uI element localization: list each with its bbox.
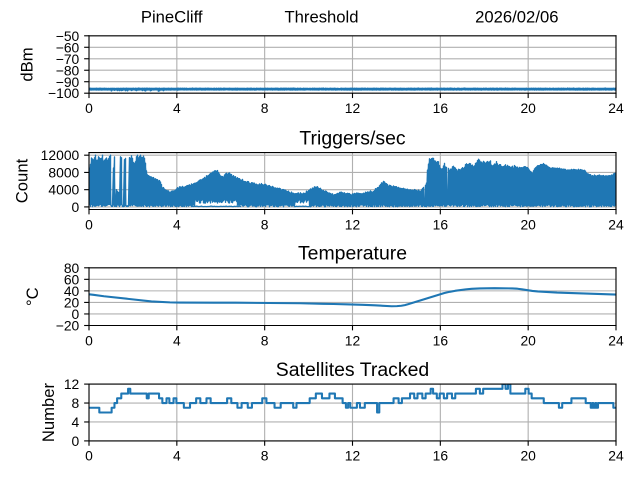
svg-text:0: 0: [72, 199, 80, 215]
svg-text:12: 12: [345, 332, 361, 348]
svg-text:20: 20: [520, 100, 536, 116]
svg-text:20: 20: [64, 294, 80, 310]
svg-text:60: 60: [64, 271, 80, 287]
svg-text:0: 0: [72, 306, 80, 322]
svg-text:8: 8: [261, 448, 269, 464]
svg-text:Count: Count: [13, 158, 32, 203]
svg-text:−90: −90: [56, 74, 80, 90]
svg-text:24: 24: [608, 216, 624, 232]
svg-text:24: 24: [608, 332, 624, 348]
svg-text:−50: −50: [56, 28, 80, 44]
svg-text:8: 8: [261, 332, 269, 348]
svg-text:PineCliff: PineCliff: [141, 8, 203, 27]
svg-text:−70: −70: [56, 51, 80, 67]
svg-text:12: 12: [345, 100, 361, 116]
svg-text:12: 12: [345, 448, 361, 464]
svg-text:20: 20: [520, 448, 536, 464]
svg-text:8: 8: [261, 100, 269, 116]
svg-text:8: 8: [261, 216, 269, 232]
svg-text:16: 16: [433, 100, 449, 116]
svg-text:20: 20: [520, 216, 536, 232]
svg-text:Threshold: Threshold: [284, 8, 358, 27]
svg-text:16: 16: [433, 216, 449, 232]
svg-text:Triggers/sec: Triggers/sec: [299, 127, 405, 149]
svg-text:−60: −60: [56, 39, 80, 55]
svg-text:24: 24: [608, 448, 624, 464]
svg-text:0: 0: [85, 448, 93, 464]
svg-text:8: 8: [72, 395, 80, 411]
svg-text:dBm: dBm: [18, 47, 37, 81]
svg-text:2026/02/06: 2026/02/06: [475, 8, 558, 27]
svg-text:16: 16: [433, 448, 449, 464]
svg-text:16: 16: [433, 332, 449, 348]
svg-text:Satellites Tracked: Satellites Tracked: [276, 359, 429, 381]
svg-text:4: 4: [173, 216, 181, 232]
svg-text:0: 0: [85, 332, 93, 348]
svg-text:40: 40: [64, 283, 80, 299]
svg-text:0: 0: [85, 100, 93, 116]
svg-text:80: 80: [64, 260, 80, 276]
svg-text:12000: 12000: [41, 147, 80, 163]
svg-text:4: 4: [173, 448, 181, 464]
svg-text:Temperature: Temperature: [298, 242, 407, 264]
svg-text:4000: 4000: [48, 182, 79, 198]
svg-text:−100: −100: [48, 85, 80, 101]
svg-text:Number: Number: [39, 382, 58, 442]
svg-text:4: 4: [173, 332, 181, 348]
svg-text:−20: −20: [56, 318, 80, 334]
svg-text:0: 0: [85, 216, 93, 232]
svg-text:20: 20: [520, 332, 536, 348]
svg-text:°C: °C: [23, 287, 42, 306]
svg-text:−80: −80: [56, 62, 80, 78]
svg-text:4: 4: [173, 100, 181, 116]
svg-text:0: 0: [72, 433, 80, 449]
svg-text:8000: 8000: [48, 164, 79, 180]
svg-text:4: 4: [72, 414, 80, 430]
svg-text:12: 12: [345, 216, 361, 232]
svg-text:12: 12: [64, 376, 80, 392]
svg-text:24: 24: [608, 100, 624, 116]
